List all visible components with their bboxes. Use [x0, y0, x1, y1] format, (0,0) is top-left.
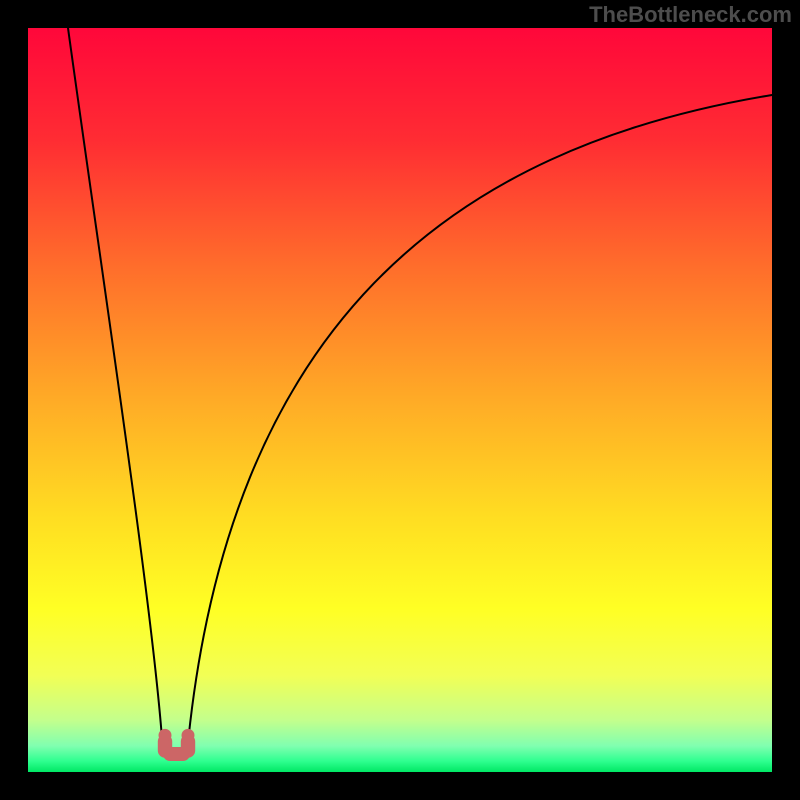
chart-container: TheBottleneck.com — [0, 0, 800, 800]
bottleneck-chart-svg — [0, 0, 800, 800]
watermark-text: TheBottleneck.com — [589, 2, 792, 28]
optimal-marker-head — [159, 729, 172, 742]
plot-area-gradient — [28, 28, 772, 772]
optimal-marker-head — [182, 729, 195, 742]
